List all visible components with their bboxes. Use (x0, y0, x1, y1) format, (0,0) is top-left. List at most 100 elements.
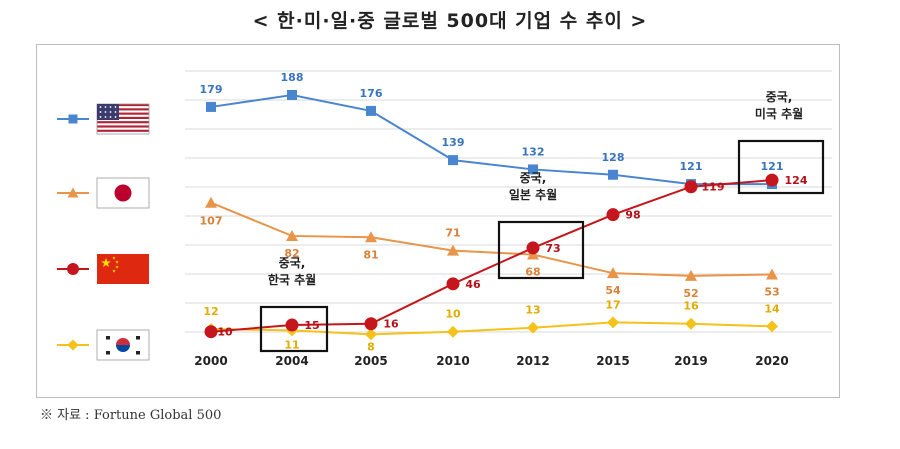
x-tick-label: 2020 (755, 354, 788, 368)
flag-star (109, 111, 112, 113)
annotation-text: 중국, (279, 256, 306, 270)
flag-star (115, 265, 119, 269)
data-point-cn (684, 180, 698, 194)
data-label-cn: 15 (304, 319, 319, 332)
data-point-us (206, 101, 216, 112)
data-point-jp (766, 268, 778, 280)
series-line-cn (210, 179, 773, 333)
data-point-jp (205, 196, 217, 208)
line-chart: 2000 2004 2005 2010 2012 2015 2019 2020 12 11 8 10 1… (57, 70, 832, 368)
annotation-text: 중국, (766, 90, 793, 104)
data-label-jp: 52 (683, 287, 698, 300)
flag-trigram (136, 351, 140, 355)
data-point-cn (204, 325, 218, 339)
data-point-kr (607, 316, 619, 329)
data-label-jp: 81 (363, 248, 378, 261)
data-point-us (448, 155, 458, 166)
data-label-kr: 11 (284, 338, 299, 351)
data-point-us (287, 89, 297, 100)
data-point-kr (685, 317, 697, 330)
series-line-kr (210, 321, 773, 336)
data-point-kr (527, 321, 539, 334)
data-label-cn: 119 (702, 181, 725, 194)
flag-star (112, 269, 116, 273)
data-label-kr: 14 (764, 302, 780, 315)
data-point-jp (607, 267, 619, 279)
flag-stripe (97, 121, 149, 124)
data-point-kr (365, 328, 377, 341)
flag-sun (114, 184, 132, 202)
data-point-us (528, 164, 538, 175)
x-tick-label: 2004 (275, 354, 308, 368)
data-point-jp (685, 269, 697, 281)
annotation-text: 미국 추월 (755, 106, 803, 121)
flag-star (114, 106, 117, 108)
x-tick-label: 2010 (436, 354, 469, 368)
source-note: ※ 자료 : Fortune Global 500 (40, 408, 222, 423)
data-label-kr: 16 (683, 300, 699, 313)
x-tick-label: 2005 (354, 354, 387, 368)
flag-star (104, 111, 107, 113)
data-label-jp: 71 (445, 227, 460, 240)
data-label-kr: 12 (203, 305, 218, 318)
legend-marker (67, 187, 79, 198)
flag-stripe (97, 112, 149, 115)
annotation-box (259, 305, 329, 353)
data-point-kr (766, 320, 778, 333)
flag-field (97, 254, 149, 284)
data-point-jp (447, 244, 459, 256)
flag-star (109, 106, 112, 108)
data-point-cn (285, 318, 299, 332)
x-tick-label: 2012 (516, 354, 549, 368)
series-line-jp (210, 201, 773, 277)
flag-star (99, 116, 102, 118)
data-label-cn: 73 (545, 242, 560, 255)
data-label-jp: 54 (605, 284, 621, 297)
data-label-us: 176 (360, 87, 383, 100)
data-point-cn (606, 208, 620, 222)
flag-trigram (106, 351, 110, 355)
flag-trigram (106, 336, 110, 340)
flag-star (109, 116, 112, 118)
chart-panel: 2000 2004 2005 2010 2012 2015 2019 2020 12 11 8 10 1… (36, 44, 840, 398)
flag-stripe (97, 108, 149, 111)
data-label-kr: 8 (367, 340, 375, 353)
data-point-kr (447, 325, 459, 338)
data-label-cn: 124 (785, 174, 808, 187)
data-label-cn: 46 (465, 278, 481, 291)
data-label-us: 121 (680, 160, 703, 173)
data-label-us: 121 (761, 160, 784, 173)
data-point-cn (526, 241, 540, 255)
flag-star (101, 258, 111, 267)
data-label-cn: 10 (217, 326, 233, 339)
flag-taeguk-top (116, 338, 130, 345)
flag-star (104, 106, 107, 108)
data-label-jp: 68 (525, 266, 540, 279)
data-label-kr: 13 (525, 304, 540, 317)
data-point-cn (765, 173, 779, 187)
flag-stripe (97, 116, 149, 119)
annotation-box (737, 139, 825, 195)
data-label-cn: 16 (383, 318, 399, 331)
flag-star (99, 106, 102, 108)
flag-trigram (136, 336, 140, 340)
data-point-cn (446, 277, 460, 291)
flag-stripe (97, 129, 149, 132)
data-label-cn: 98 (625, 209, 640, 222)
data-label-us: 128 (602, 151, 625, 164)
data-label-us: 132 (522, 145, 545, 158)
series-line-us (210, 93, 772, 186)
data-label-us: 139 (442, 136, 465, 149)
legend-marker (67, 263, 79, 275)
flag-star (104, 116, 107, 118)
flag-star (99, 111, 102, 113)
flag-canton (97, 104, 119, 120)
flag-stripe (97, 104, 149, 107)
annotation-box (497, 220, 585, 280)
annotation-text: 일본 추월 (509, 187, 557, 202)
legend-marker (68, 114, 78, 124)
flag-stripe (97, 125, 149, 128)
flag-star (114, 116, 117, 118)
data-point-jp (286, 229, 298, 241)
data-label-jp: 53 (764, 286, 779, 299)
